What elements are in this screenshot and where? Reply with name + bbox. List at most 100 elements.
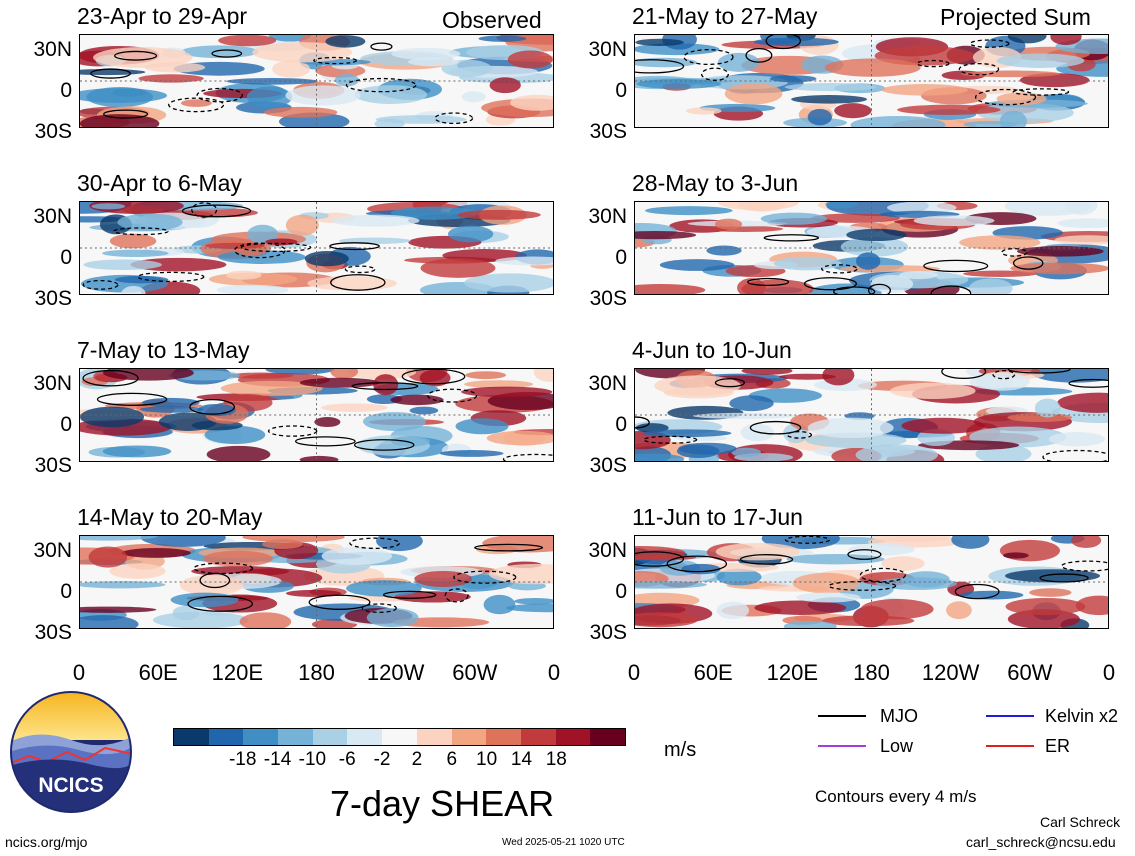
shear-anomaly-blob: [890, 382, 976, 399]
footer-email[interactable]: carl_schreck@ncsu.edu: [966, 834, 1116, 850]
mjo-contour: [786, 431, 813, 439]
shear-anomaly-blob: [414, 570, 472, 587]
mjo-contour: [401, 369, 466, 385]
observed-label: Observed: [442, 7, 542, 33]
shear-anomaly-blob: [1005, 569, 1101, 583]
colorbar-swatch: [590, 729, 625, 745]
shear-anomaly-blob: [455, 418, 509, 435]
mjo-contour: [267, 425, 318, 437]
shear-anomaly-blob: [693, 412, 796, 419]
shear-anomaly-blob: [715, 542, 800, 561]
shear-anomaly-blob: [706, 245, 742, 256]
shear-anomaly-blob: [1057, 218, 1108, 229]
shear-anomaly-blob: [807, 108, 832, 126]
mjo-contour: [635, 416, 650, 429]
chart-title: 7-day SHEAR: [330, 783, 555, 824]
shear-anomaly-blob: [363, 412, 426, 432]
colorbar-tick-label: -6: [338, 749, 356, 770]
shear-anomaly-blob: [83, 259, 162, 271]
shear-anomaly-blob: [464, 380, 534, 389]
shear-panel: [79, 535, 554, 629]
mjo-contour: [353, 439, 415, 451]
mjo-contour: [434, 112, 474, 125]
shear-anomaly-blob: [681, 563, 721, 575]
shear-anomaly-blob: [963, 270, 1038, 277]
mjo-contour: [308, 594, 371, 610]
shear-panel: [79, 201, 554, 295]
shear-anomaly-blob: [731, 447, 761, 458]
mjo-contour: [941, 369, 987, 380]
shear-anomaly-blob: [325, 35, 366, 48]
shear-anomaly-blob: [348, 369, 416, 380]
shear-anomaly-blob: [822, 369, 855, 386]
shear-anomaly-blob: [870, 275, 914, 294]
lon-tick-label: 180: [853, 660, 890, 685]
shear-anomaly-blob: [262, 539, 303, 550]
footer-timestamp: Wed 2025-05-21 1020 UTC: [502, 837, 625, 848]
lon-tick-label: 60W: [1007, 660, 1053, 685]
shear-anomaly-blob: [373, 374, 399, 396]
shear-anomaly-blob: [961, 70, 1061, 78]
shear-anomaly-blob: [226, 77, 318, 85]
mjo-contour: [187, 595, 254, 612]
colorbar-swatch: [486, 729, 521, 745]
shear-anomaly-blob: [180, 99, 212, 107]
colorbar-swatch: [174, 729, 209, 745]
shear-anomaly-blob: [897, 104, 1001, 115]
lat-tick-label: 30N: [33, 539, 72, 562]
shear-anomaly-blob: [795, 592, 861, 603]
shear-anomaly-blob: [959, 235, 1041, 250]
shear-anomaly-blob: [486, 430, 553, 446]
shear-anomaly-blob: [636, 79, 722, 89]
lon-tick-label: 60W: [452, 660, 498, 685]
legend-label-er: ER: [1045, 736, 1071, 756]
shear-anomaly-blob: [483, 594, 516, 615]
shear-anomaly-blob: [263, 106, 338, 118]
shear-anomaly-blob: [91, 203, 126, 210]
shear-anomaly-blob: [407, 57, 459, 67]
legend-label-mjo: MJO: [880, 706, 918, 726]
colorbar: [173, 728, 626, 746]
mjo-contour: [930, 285, 972, 294]
colorbar-swatch: [520, 729, 556, 745]
shear-anomaly-blob: [999, 539, 1061, 562]
mjo-contour: [295, 436, 356, 447]
shear-anomaly-blob: [506, 603, 553, 613]
shear-anomaly-blob: [860, 598, 934, 620]
lon-tick-label: 0: [1102, 660, 1116, 685]
footer-url[interactable]: ncics.org/mjo: [5, 834, 88, 850]
shear-anomaly-blob: [635, 230, 697, 240]
colorbar-tick-label: 18: [545, 749, 567, 770]
legend-line-mjo: [818, 715, 866, 717]
mjo-contour: [954, 583, 1000, 600]
shear-anomaly-blob: [242, 536, 345, 543]
shear-anomaly-blob: [898, 271, 938, 280]
lat-tick-label: 30N: [588, 38, 627, 61]
lat-tick-label: 0: [60, 413, 72, 436]
mjo-contour: [1012, 256, 1044, 270]
colorbar-tick-label: 6: [446, 749, 458, 770]
ncics-logo: NCICS: [9, 690, 133, 814]
shear-anomaly-blob: [913, 215, 995, 226]
shear-anomaly-blob: [463, 273, 553, 293]
panel-title: 28-May to 3-Jun: [632, 170, 799, 196]
shear-anomaly-blob: [635, 612, 698, 628]
mjo-contour: [847, 549, 882, 560]
lon-tick-label: 0: [547, 660, 561, 685]
lat-tick-label: 30S: [34, 454, 72, 477]
mjo-contour: [427, 388, 478, 403]
shear-anomaly-blob: [754, 600, 847, 615]
shear-anomaly-blob: [202, 550, 273, 567]
lat-tick-label: 0: [60, 580, 72, 603]
mjo-contour: [181, 204, 252, 218]
shear-anomaly-blob: [142, 397, 200, 408]
shear-anomaly-blob: [685, 107, 722, 115]
shear-anomaly-blob: [840, 237, 909, 257]
shear-anomaly-blob: [285, 589, 342, 597]
lon-tick-label: 120W: [366, 660, 425, 685]
shear-anomaly-blob: [635, 580, 707, 589]
mjo-contour: [747, 277, 790, 287]
mjo-contour: [833, 286, 876, 294]
mjo-contour: [683, 49, 734, 65]
lon-tick-label: 120W: [921, 660, 980, 685]
